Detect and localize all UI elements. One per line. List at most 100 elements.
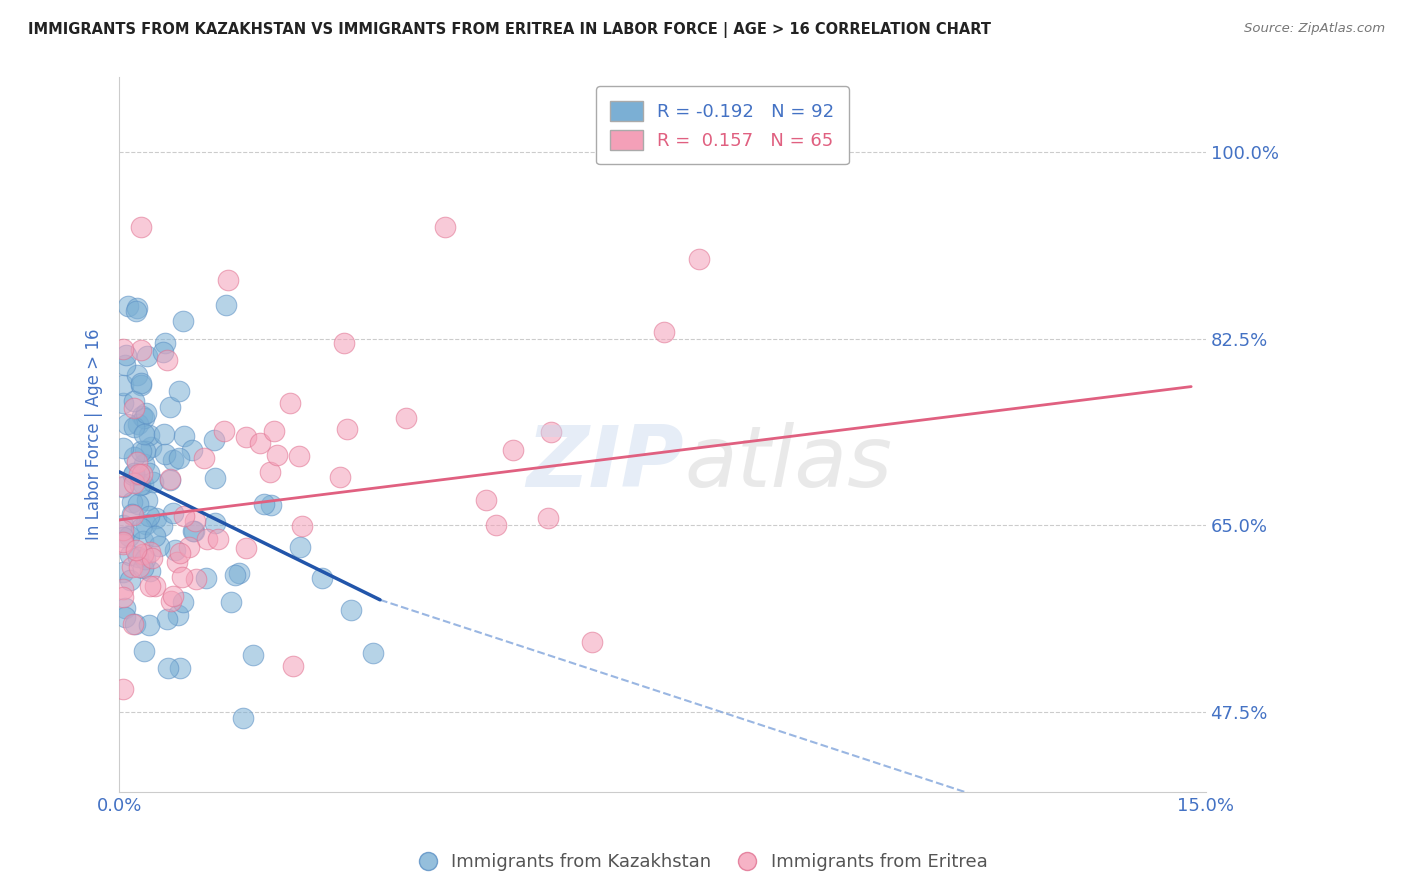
Point (215, 298, 238, 312)
Point (153, 447, 176, 461)
Point (117, 300, 139, 314)
Point (159, 472, 181, 486)
Point (129, 477, 152, 491)
Point (336, 422, 359, 436)
Point (125, 542, 148, 557)
Point (115, 417, 138, 431)
Point (361, 646, 384, 660)
Point (173, 428, 195, 442)
Point (232, 711, 254, 725)
Point (134, 458, 156, 472)
Point (202, 434, 225, 448)
Point (132, 477, 155, 491)
Point (124, 401, 146, 415)
Point (180, 442, 202, 457)
Point (291, 518, 314, 533)
Point (112, 565, 135, 579)
Point (181, 524, 204, 539)
Point (260, 498, 283, 512)
Point (129, 219, 152, 234)
Point (139, 440, 162, 454)
Point (138, 509, 160, 524)
Point (195, 571, 218, 585)
Point (145, 511, 167, 525)
Legend: R = -0.192   N = 92, R =  0.157   N = 65: R = -0.192 N = 92, R = 0.157 N = 65 (596, 87, 849, 164)
Point (502, 442, 524, 457)
Point (111, 442, 134, 456)
Point (138, 428, 160, 442)
Point (263, 425, 285, 439)
Point (340, 603, 363, 617)
Point (212, 424, 235, 438)
Point (121, 508, 143, 522)
Point (111, 530, 134, 544)
Point (172, 314, 194, 328)
Point (111, 518, 134, 533)
Point (129, 378, 152, 392)
Point (122, 419, 145, 434)
Point (172, 595, 194, 609)
Point (235, 541, 257, 555)
Point (142, 475, 165, 489)
Point (135, 517, 157, 532)
Point (118, 529, 141, 543)
Point (249, 436, 271, 450)
Point (148, 540, 170, 554)
Point (131, 409, 153, 423)
Point (242, 648, 264, 662)
Point (127, 497, 149, 511)
Point (235, 430, 257, 444)
Point (139, 545, 162, 559)
Point (224, 568, 246, 582)
Point (118, 573, 141, 587)
Point (183, 524, 205, 539)
Point (184, 514, 207, 528)
Point (129, 376, 152, 391)
Point (122, 476, 145, 491)
Point (111, 681, 134, 696)
Point (121, 467, 143, 482)
Point (127, 368, 149, 382)
Point (111, 378, 134, 392)
Point (132, 561, 155, 575)
Point (207, 532, 229, 546)
Point (288, 449, 311, 463)
Point (485, 518, 508, 533)
Point (121, 560, 143, 574)
Point (177, 540, 200, 554)
Point (167, 384, 190, 398)
Point (128, 467, 150, 482)
Point (219, 595, 242, 609)
Point (127, 550, 149, 565)
Point (153, 336, 176, 351)
Point (197, 533, 219, 547)
Point (173, 508, 195, 523)
Point (131, 467, 153, 481)
Point (163, 542, 186, 557)
Point (111, 480, 134, 494)
Point (162, 590, 184, 604)
Point (172, 570, 194, 584)
Point (127, 417, 149, 431)
Point (329, 470, 352, 484)
Point (311, 572, 333, 586)
Point (152, 345, 174, 359)
Point (111, 537, 134, 551)
Point (138, 467, 160, 481)
Point (129, 520, 152, 534)
Point (217, 273, 239, 287)
Point (129, 343, 152, 358)
Legend: Immigrants from Kazakhstan, Immigrants from Eritrea: Immigrants from Kazakhstan, Immigrants f… (412, 847, 994, 879)
Point (281, 658, 304, 673)
Point (153, 426, 176, 441)
Point (114, 601, 136, 615)
Point (141, 550, 163, 565)
Point (204, 471, 226, 485)
Point (537, 511, 560, 525)
Point (138, 618, 160, 632)
Point (139, 579, 162, 593)
Point (156, 612, 179, 626)
Point (128, 560, 150, 574)
Point (114, 609, 136, 624)
Text: Source: ZipAtlas.com: Source: ZipAtlas.com (1244, 22, 1385, 36)
